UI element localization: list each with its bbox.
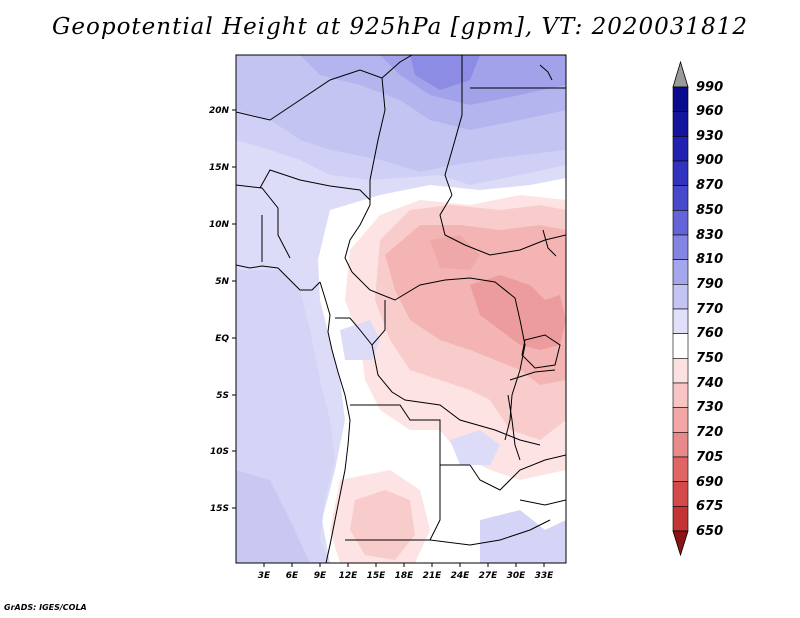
colorbar-box-720 bbox=[672, 432, 689, 458]
colorbar-box-675 bbox=[672, 506, 689, 532]
colorbar-box-870 bbox=[672, 185, 689, 211]
lat-label-5s: 5S bbox=[216, 391, 229, 401]
colorbar-label-760: 760 bbox=[696, 326, 723, 341]
colorbar-box-830 bbox=[672, 234, 689, 260]
colorbar-label-705: 705 bbox=[696, 450, 723, 465]
colorbar-label-730: 730 bbox=[696, 400, 723, 415]
colorbar-box-740 bbox=[672, 382, 689, 408]
lon-label-3e: 3E bbox=[258, 571, 271, 581]
colorbar-boxes bbox=[672, 86, 689, 532]
colorbar-box-810 bbox=[672, 259, 689, 285]
colorbar-label-870: 870 bbox=[696, 178, 723, 193]
lat-label-20n: 20N bbox=[209, 106, 230, 116]
lon-axis: 3E 6E 9E 12E 15E 18E 21E 24E 27E 30E 33E bbox=[258, 563, 554, 581]
colorbar-box-960 bbox=[672, 111, 689, 137]
colorbar-box-990 bbox=[672, 86, 689, 112]
colorbar-label-850: 850 bbox=[696, 203, 723, 218]
lat-label-eq: EQ bbox=[215, 334, 229, 344]
map-frame bbox=[235, 54, 567, 564]
colorbar-label-790: 790 bbox=[696, 277, 723, 292]
colorbar-label-830: 830 bbox=[696, 228, 723, 243]
lat-label-10s: 10S bbox=[210, 447, 229, 457]
lat-label-15s: 15S bbox=[210, 504, 229, 514]
colorbar-top-arrow bbox=[672, 60, 689, 88]
lat-label-10n: 10N bbox=[209, 220, 230, 230]
height-field bbox=[236, 55, 566, 563]
colorbar-box-730 bbox=[672, 407, 689, 433]
colorbar-label-675: 675 bbox=[696, 499, 723, 514]
colorbar-label-750: 750 bbox=[696, 351, 723, 366]
colorbar-box-790 bbox=[672, 284, 689, 310]
colorbar-box-750 bbox=[672, 358, 689, 384]
colorbar-box-850 bbox=[672, 210, 689, 236]
map-title: Geopotential Height at 925hPa [gpm], VT:… bbox=[52, 14, 748, 40]
lon-label-15e: 15E bbox=[367, 571, 387, 581]
lon-label-21e: 21E bbox=[423, 571, 443, 581]
colorbar-label-740: 740 bbox=[696, 376, 723, 391]
colorbar-box-705 bbox=[672, 456, 689, 482]
colorbar-label-720: 720 bbox=[696, 425, 723, 440]
colorbar-label-960: 960 bbox=[696, 104, 723, 119]
colorbar-label-930: 930 bbox=[696, 129, 723, 144]
colorbar-label-690: 690 bbox=[696, 475, 723, 490]
lon-label-33e: 33E bbox=[535, 571, 555, 581]
country-borders bbox=[236, 55, 566, 563]
lon-label-30e: 30E bbox=[507, 571, 527, 581]
lon-label-12e: 12E bbox=[339, 571, 359, 581]
colorbar-bottom-arrow bbox=[672, 530, 689, 557]
colorbar-box-900 bbox=[672, 160, 689, 186]
lat-axis: 20N 15N 10N 5N EQ 5S 10S 15S bbox=[209, 106, 236, 514]
lon-label-18e: 18E bbox=[395, 571, 415, 581]
lat-label-5n: 5N bbox=[215, 277, 229, 287]
lon-label-27e: 27E bbox=[479, 571, 499, 581]
lon-label-9e: 9E bbox=[314, 571, 327, 581]
colorbar-label-900: 900 bbox=[696, 153, 723, 168]
colorbar-box-930 bbox=[672, 136, 689, 162]
colorbar-label-650: 650 bbox=[696, 524, 723, 539]
grads-credit: GrADS: IGES/COLA bbox=[4, 603, 87, 612]
colorbar-box-770 bbox=[672, 308, 689, 334]
colorbar-label-770: 770 bbox=[696, 302, 723, 317]
colorbar-box-690 bbox=[672, 481, 689, 507]
lon-label-24e: 24E bbox=[451, 571, 471, 581]
colorbar-label-990: 990 bbox=[696, 80, 723, 95]
lat-label-15n: 15N bbox=[209, 163, 230, 173]
colorbar-labels: 990 960 930 900 870 850 830 810 790 770 … bbox=[696, 80, 723, 539]
colorbar-box-760 bbox=[672, 333, 689, 359]
lon-label-6e: 6E bbox=[286, 571, 299, 581]
colorbar-label-810: 810 bbox=[696, 252, 723, 267]
